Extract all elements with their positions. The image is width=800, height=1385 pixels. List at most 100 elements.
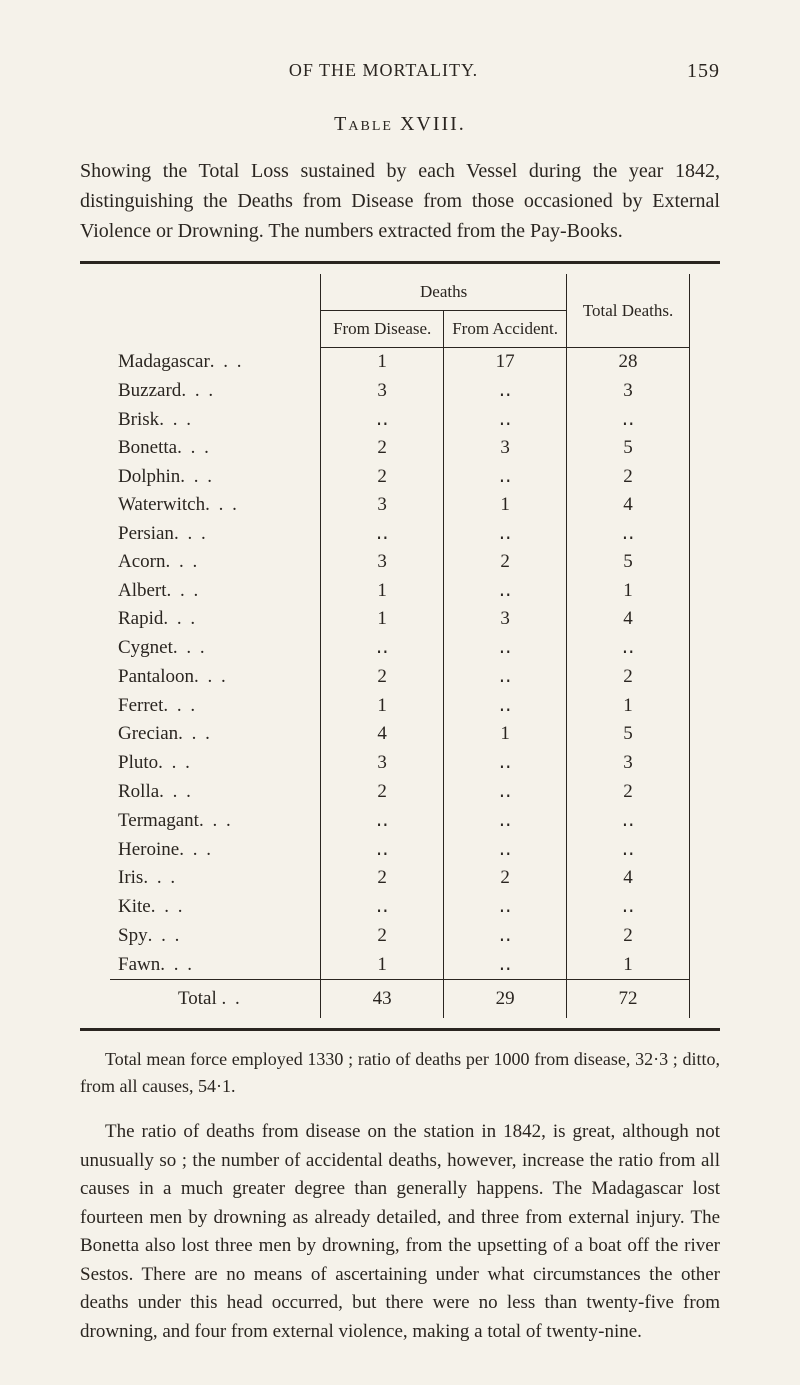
vessel-cell: Iris . . . [110,864,321,892]
total-disease: 43 [321,980,444,1019]
table-row: Fawn . . . 1‥1 [110,950,690,980]
total-cell: ‥ [567,835,690,864]
vessel-cell: Waterwitch . . . [110,491,321,519]
accident-cell: ‥ [444,892,567,921]
disease-cell: ‥ [321,405,444,434]
table-row: Persian . . . ‥‥‥ [110,519,690,548]
total-cell: ‥ [567,633,690,662]
vessel-cell: Madagascar . . . [110,348,321,377]
table-row: Pluto . . . 3‥3 [110,748,690,777]
total-cell: 2 [567,462,690,491]
table-row: Ferret . . . 1‥1 [110,691,690,720]
disease-cell: ‥ [321,892,444,921]
total-cell: 4 [567,605,690,633]
total-cell: 28 [567,348,690,377]
disease-cell: ‥ [321,519,444,548]
table-row: Bonetta . . . 235 [110,434,690,462]
table-row: Rapid . . . 134 [110,605,690,633]
total-cell: ‥ [567,806,690,835]
total-cell: 2 [567,662,690,691]
disease-cell: 2 [321,864,444,892]
accident-cell: 2 [444,864,567,892]
table-row: Kite . . . ‥‥‥ [110,892,690,921]
page-number: 159 [687,60,720,83]
mortality-table: Deaths Total Deaths. From Disease. From … [110,274,690,1018]
table-row: Spy . . . 2‥2 [110,921,690,950]
total-cell: 5 [567,434,690,462]
disease-cell: 2 [321,462,444,491]
disease-cell: 4 [321,720,444,748]
total-cell: 5 [567,548,690,576]
disease-cell: 3 [321,376,444,405]
vessel-cell: Pluto . . . [110,748,321,777]
disease-cell: 2 [321,434,444,462]
accident-cell: ‥ [444,376,567,405]
accident-cell: ‥ [444,921,567,950]
header-title: OF THE MORTALITY. [289,60,478,83]
accident-cell: ‥ [444,662,567,691]
accident-cell: ‥ [444,405,567,434]
vessel-cell: Persian . . . [110,519,321,548]
vessel-cell: Pantaloon . . . [110,662,321,691]
disease-cell: 2 [321,777,444,806]
total-cell: ‥ [567,519,690,548]
vessel-cell: Buzzard . . . [110,376,321,405]
vessel-cell: Heroine . . . [110,835,321,864]
table-row: Waterwitch . . . 314 [110,491,690,519]
accident-cell: ‥ [444,633,567,662]
deaths-header: Deaths [321,274,567,311]
accident-cell: 1 [444,720,567,748]
accident-cell: 3 [444,605,567,633]
table-label: Table XVIII. [80,113,720,136]
disease-cell: 3 [321,491,444,519]
total-cell: 1 [567,950,690,980]
from-accident-header: From Accident. [444,311,567,348]
vessel-cell: Albert . . . [110,576,321,605]
vessel-cell: Ferret . . . [110,691,321,720]
page-header: OF THE MORTALITY. 159 [80,60,720,83]
disease-cell: 1 [321,576,444,605]
disease-cell: ‥ [321,806,444,835]
total-accident: 29 [444,980,567,1019]
vessel-cell: Acorn . . . [110,548,321,576]
total-cell: 3 [567,376,690,405]
header-row-1: Deaths Total Deaths. [110,274,690,311]
table-row: Brisk . . . ‥‥‥ [110,405,690,434]
accident-cell: ‥ [444,748,567,777]
total-cell: ‥ [567,892,690,921]
disease-cell: 2 [321,662,444,691]
total-label: Total . . [110,980,321,1019]
accident-cell: ‥ [444,777,567,806]
table-row: Dolphin . . . 2‥2 [110,462,690,491]
accident-cell: 1 [444,491,567,519]
divider-bottom [80,1028,720,1031]
table-row: Rolla . . . 2‥2 [110,777,690,806]
table-row: Iris . . . 224 [110,864,690,892]
accident-cell: ‥ [444,950,567,980]
accident-cell: 2 [444,548,567,576]
total-cell: 1 [567,691,690,720]
vessel-cell: Kite . . . [110,892,321,921]
table-row: Albert . . . 1‥1 [110,576,690,605]
table-row: Buzzard . . . 3‥3 [110,376,690,405]
table-row: Termagant . . . ‥‥‥ [110,806,690,835]
table-description: Showing the Total Loss sustained by each… [80,156,720,246]
accident-cell: ‥ [444,576,567,605]
divider-top [80,261,720,264]
table-row: Acorn . . . 325 [110,548,690,576]
footnote: Total mean force employed 1330 ; ratio o… [80,1046,720,1100]
accident-cell: ‥ [444,806,567,835]
total-cell: ‥ [567,405,690,434]
vessel-cell: Rolla . . . [110,777,321,806]
accident-cell: 3 [444,434,567,462]
disease-cell: 2 [321,921,444,950]
disease-cell: 1 [321,950,444,980]
table-wrapper: Deaths Total Deaths. From Disease. From … [110,274,690,1018]
vessel-cell: Brisk . . . [110,405,321,434]
total-cell: 4 [567,864,690,892]
table-row: Madagascar . . . 11728 [110,348,690,377]
vessel-cell: Cygnet . . . [110,633,321,662]
vessel-cell: Rapid . . . [110,605,321,633]
total-cell: 5 [567,720,690,748]
vessel-cell: Fawn . . . [110,950,321,980]
